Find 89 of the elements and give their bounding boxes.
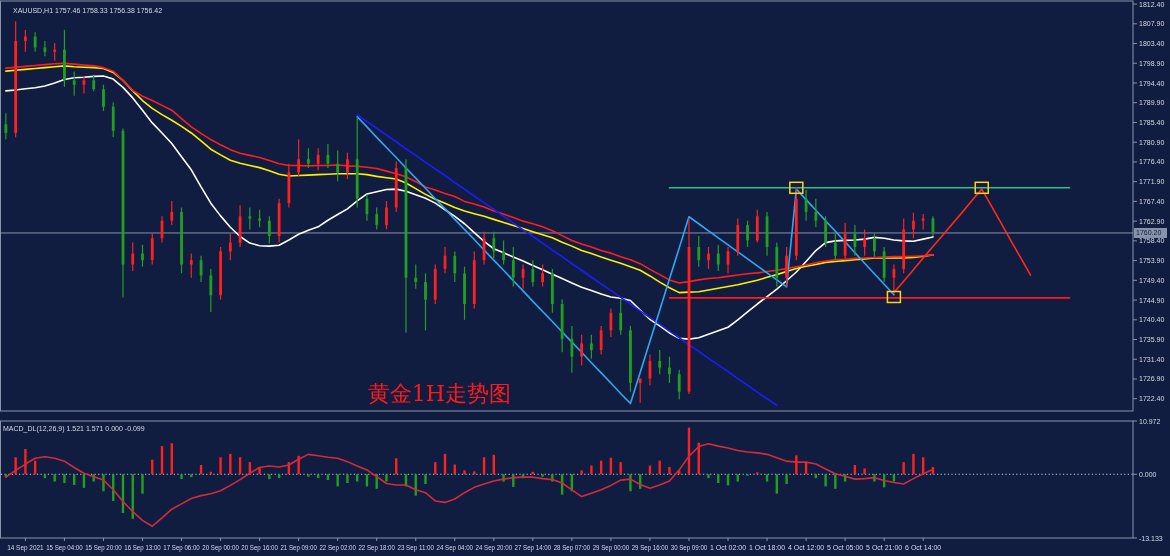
candlestick	[580, 334, 584, 366]
candlestick	[716, 244, 720, 272]
bar	[268, 474, 271, 480]
candlestick	[189, 252, 193, 279]
candlestick	[511, 246, 515, 288]
candlestick	[102, 84, 105, 112]
candlestick	[33, 31, 37, 53]
candlestick	[228, 233, 232, 261]
candlestick	[619, 299, 623, 336]
candlestick	[658, 349, 662, 375]
candlestick	[336, 149, 340, 182]
candlestick	[853, 224, 857, 257]
bar	[463, 470, 466, 475]
candlestick	[502, 239, 505, 266]
bar	[892, 474, 896, 482]
candlestick	[912, 212, 915, 239]
candlestick	[746, 220, 749, 248]
bar	[307, 474, 310, 477]
line-series	[5, 75, 934, 340]
candlestick	[414, 263, 418, 290]
bar	[53, 474, 56, 482]
bar	[424, 474, 427, 484]
candlestick	[297, 138, 301, 178]
bar	[336, 474, 339, 487]
candlestick	[72, 71, 76, 97]
candlestick	[463, 266, 466, 321]
candlestick	[248, 206, 252, 231]
candlestick	[150, 233, 154, 266]
candlestick	[267, 215, 271, 245]
candlestick	[141, 244, 144, 268]
candlestick	[873, 233, 876, 258]
bar	[765, 474, 769, 482]
candlestick	[131, 242, 135, 272]
candlestick	[638, 377, 642, 404]
bar	[541, 474, 544, 477]
candlestick	[814, 198, 818, 228]
candlestick	[843, 222, 847, 261]
candlestick	[570, 325, 574, 374]
candlestick	[375, 206, 379, 231]
candlestick	[531, 259, 535, 288]
candlestick	[863, 228, 867, 257]
candlestick	[453, 250, 457, 283]
line-series	[356, 114, 778, 407]
bar	[180, 474, 183, 480]
bar	[707, 474, 710, 479]
candlestick	[677, 369, 681, 401]
candlestick	[599, 325, 603, 356]
candlestick	[492, 231, 496, 259]
candlestick	[63, 29, 66, 88]
bar	[619, 462, 622, 475]
bar	[355, 474, 359, 482]
bar	[736, 474, 739, 482]
candlestick	[219, 246, 222, 301]
bar	[141, 474, 144, 494]
candlestick	[668, 356, 671, 384]
candlestick	[24, 29, 27, 53]
candlestick	[316, 147, 320, 171]
candlestick	[824, 215, 827, 248]
candlestick	[424, 272, 427, 331]
candlestick	[307, 147, 310, 169]
bar	[590, 465, 593, 475]
candlestick	[833, 233, 837, 261]
bar	[346, 474, 349, 483]
bar	[785, 474, 788, 484]
bar	[824, 474, 827, 487]
candlestick	[590, 334, 593, 360]
bar	[902, 462, 905, 475]
candlestick	[697, 235, 701, 268]
candlestick	[180, 206, 183, 274]
candlestick	[541, 263, 544, 288]
bar	[385, 474, 388, 482]
bar	[229, 453, 232, 475]
bar	[63, 474, 66, 483]
candlestick	[4, 112, 8, 141]
bar	[912, 453, 915, 475]
candlestick	[385, 200, 388, 231]
line-series	[5, 442, 934, 527]
candlestick	[170, 200, 174, 226]
bar	[24, 449, 27, 475]
candlestick	[629, 325, 632, 393]
candlestick	[707, 246, 710, 270]
candlestick	[209, 268, 213, 313]
bar	[834, 474, 837, 489]
annotation: 黄金1H走势图	[367, 381, 511, 406]
candlestick	[346, 152, 349, 180]
bar	[668, 466, 671, 475]
bar	[219, 457, 222, 475]
bar	[863, 468, 866, 475]
bar	[580, 470, 583, 475]
